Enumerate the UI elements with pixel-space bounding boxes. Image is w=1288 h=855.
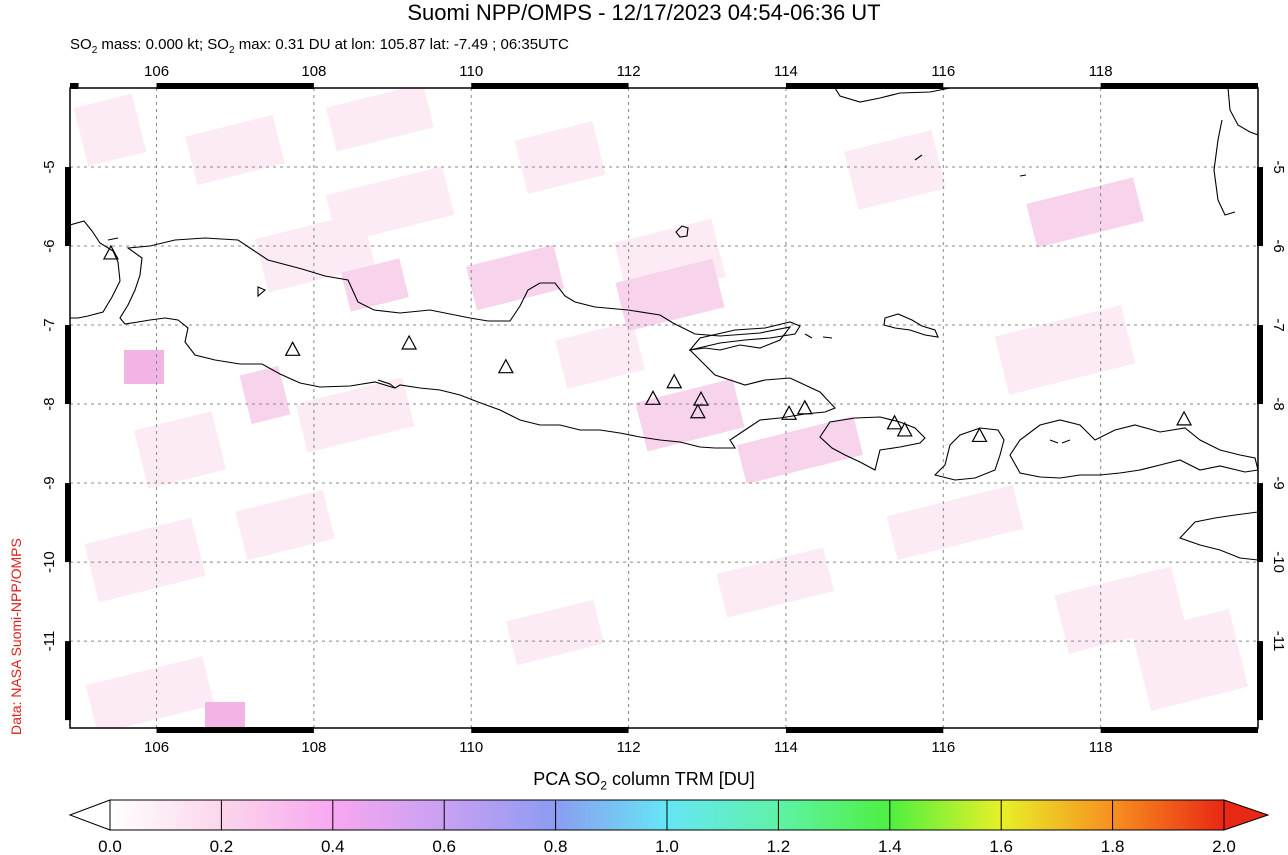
lon-tick-top-108: 108: [301, 63, 326, 80]
volcano-marker: [886, 414, 903, 430]
lon-tick-bottom-116: 116: [931, 739, 955, 756]
volcano-marker: [971, 427, 988, 443]
frame-bar-left: [65, 167, 71, 247]
map-title: Suomi NPP/OMPS - 12/17/2023 04:54-06:36 …: [407, 0, 881, 25]
frame-bar-top: [785, 83, 944, 89]
lon-tick-bottom-112: 112: [617, 739, 641, 756]
volcano-marker: [644, 390, 661, 405]
colorbar-label-1.0: 1.0: [655, 837, 679, 855]
lat-tick-right--10: -10: [1270, 551, 1287, 573]
frame-bar-top: [471, 83, 629, 89]
lat-tick-right--11: -11: [1270, 631, 1287, 652]
volcano-marker: [284, 341, 301, 356]
bali-coast: [819, 416, 926, 471]
frame-bar-left: [65, 325, 71, 405]
colorbar-label-0.4: 0.4: [321, 837, 345, 855]
frame-bar-bottom: [785, 727, 944, 733]
lon-tick-top-114: 114: [774, 63, 798, 80]
frame-bar-top: [156, 83, 314, 89]
lon-tick-top-112: 112: [617, 63, 641, 80]
lon-tick-top-118: 118: [1089, 63, 1113, 80]
volcano-marker: [497, 358, 514, 374]
lon-tick-bottom-108: 108: [301, 739, 326, 756]
volcano-marker: [666, 373, 683, 389]
lon-tick-top-116: 116: [931, 63, 955, 80]
lon-tick-bottom-118: 118: [1089, 739, 1113, 756]
volcano-markers: [102, 244, 1193, 443]
colorbar-label-2.0: 2.0: [1212, 837, 1236, 855]
frame-bar-right: [1257, 325, 1263, 405]
lon-tick-bottom-106: 106: [144, 739, 169, 756]
frame-bar-right: [1257, 483, 1263, 563]
frame-bar-bottom: [156, 727, 314, 733]
lat-tick-left--10: -10: [41, 551, 58, 573]
colorbar-label-0.0: 0.0: [98, 837, 122, 855]
colorbar-label-1.6: 1.6: [989, 837, 1013, 855]
colorbar-label-0.2: 0.2: [210, 837, 234, 855]
lat-tick-right--6: -6: [1270, 239, 1287, 252]
so2-pixels: [73, 88, 1249, 728]
lat-tick-left--11: -11: [41, 631, 58, 652]
volcano-marker: [692, 390, 709, 406]
coastlines: [70, 88, 1258, 561]
volcano-marker: [781, 405, 798, 420]
sulawesi-coast: [1227, 88, 1258, 136]
lat-tick-left--9: -9: [41, 476, 58, 489]
colorbar-label-1.8: 1.8: [1101, 837, 1125, 855]
lon-tick-bottom-110: 110: [459, 739, 483, 756]
axis-tick-labels: 106 106 108 108 110 110 112 112 114 114 116 116 118 1…: [41, 63, 1287, 756]
frame-bar-bottom: [471, 727, 629, 733]
frame-bar-right: [1257, 641, 1263, 721]
colorbar: 0.0 0.2 0.4 0.6 0.8 1.0 1.2 1.4 1.6 1.8 2.0: [68, 799, 1270, 855]
lon-tick-top-106: 106: [144, 63, 169, 80]
colorbar-label-0.8: 0.8: [544, 837, 568, 855]
volcano-marker: [796, 399, 813, 415]
borneo-coast: [834, 88, 951, 103]
lon-tick-bottom-114: 114: [774, 739, 798, 756]
volcano-marker: [102, 244, 119, 260]
lat-tick-right--5: -5: [1270, 160, 1287, 173]
frame-border: [65, 83, 1263, 733]
frame-bar-right: [1257, 167, 1263, 247]
sumatra-coast: [70, 220, 121, 319]
lat-tick-right--9: -9: [1270, 476, 1287, 489]
map-frame: [69, 87, 1259, 729]
so2-summary: SO2 mass: 0.000 kt; SO2 max: 0.31 DU at …: [70, 36, 569, 56]
sumba-coast: [1179, 511, 1258, 561]
colorbar-title: PCA SO2 column TRM [DU]: [533, 769, 755, 793]
colorbar-label-1.2: 1.2: [767, 837, 791, 855]
small-islands: [107, 154, 1071, 444]
lat-tick-left--7: -7: [41, 318, 58, 331]
lat-tick-right--7: -7: [1270, 318, 1287, 331]
lat-tick-left--5: -5: [41, 160, 58, 173]
sumbawa-coast: [1009, 419, 1258, 479]
volcano-marker: [689, 403, 706, 419]
frame-bar-top: [1100, 83, 1258, 89]
colorbar-label-1.4: 1.4: [878, 837, 902, 855]
volcano-marker: [401, 334, 418, 350]
volcano-marker: [896, 421, 913, 437]
frame-bar-left: [65, 483, 71, 563]
frame-bar-top: [70, 83, 79, 89]
lon-tick-top-110: 110: [459, 63, 483, 80]
colorbar-label-0.6: 0.6: [432, 837, 456, 855]
madura-coast: [688, 321, 801, 351]
volcano-marker: [1176, 410, 1193, 426]
frame-bar-left: [65, 641, 71, 721]
sulawesi-coast-2: [1213, 119, 1236, 216]
lat-tick-left--6: -6: [41, 239, 58, 252]
lombok-coast: [933, 427, 1005, 481]
lat-tick-left--8: -8: [41, 397, 58, 410]
frame-bar-bottom: [1100, 727, 1258, 733]
graticule: [70, 88, 1258, 728]
lat-tick-right--8: -8: [1270, 397, 1287, 410]
